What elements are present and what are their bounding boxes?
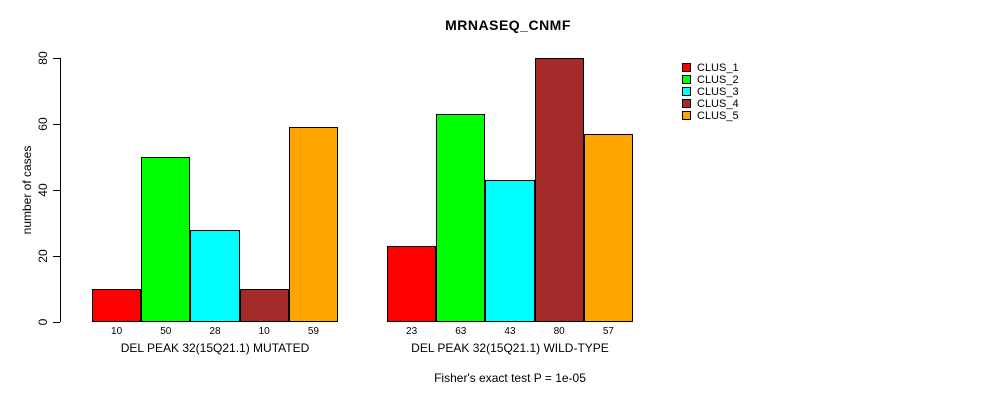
bar-value-label: 23 xyxy=(406,326,418,337)
bar-value-label: 59 xyxy=(307,326,319,337)
bar-value-label: 10 xyxy=(258,326,270,337)
legend-item-clus_3: CLUS_3 xyxy=(682,86,802,98)
bar-value-label: 10 xyxy=(111,326,123,337)
group-label-1: DEL PEAK 32(15Q21.1) MUTATED xyxy=(120,341,310,355)
bar-clus_3-group1 xyxy=(190,229,240,322)
bar-clus_2-group2 xyxy=(436,114,486,322)
bar-clus_3-group2 xyxy=(485,180,535,322)
bar-value-label: 43 xyxy=(504,326,516,337)
y-tick-label: 60 xyxy=(36,117,50,131)
bar-clus_4-group2 xyxy=(534,58,584,322)
y-tick-label: 0 xyxy=(36,318,50,326)
legend-swatch-icon xyxy=(682,99,691,108)
y-tick-label: 80 xyxy=(36,51,50,65)
y-axis-line xyxy=(60,58,61,322)
legend-swatch-icon xyxy=(682,63,691,72)
legend-label: CLUS_1 xyxy=(697,62,739,74)
legend-label: CLUS_5 xyxy=(697,110,739,122)
bar-clus_2-group1 xyxy=(141,157,191,322)
legend-label: CLUS_4 xyxy=(697,98,739,110)
bar-value-label: 57 xyxy=(602,326,614,337)
y-tick-mark xyxy=(53,58,60,59)
y-tick-mark xyxy=(53,322,60,323)
y-tick-mark xyxy=(53,124,60,125)
y-tick-label: 40 xyxy=(36,183,50,197)
y-tick-label: 20 xyxy=(36,249,50,263)
y-axis-title: number of cases xyxy=(20,145,34,235)
legend-label: CLUS_2 xyxy=(697,74,739,86)
bar-value-label: 80 xyxy=(553,326,565,337)
y-tick-mark xyxy=(53,256,60,257)
bar-clus_5-group1 xyxy=(288,127,338,322)
bar-value-label: 50 xyxy=(160,326,172,337)
bar-value-label: 28 xyxy=(209,326,221,337)
legend-item-clus_5: CLUS_5 xyxy=(682,110,802,122)
chart-title: MRNASEQ_CNMF xyxy=(445,17,571,33)
bar-clus_1-group1 xyxy=(92,289,142,322)
legend-item-clus_1: CLUS_1 xyxy=(682,62,802,74)
group-label-2: DEL PEAK 32(15Q21.1) WILD-TYPE xyxy=(411,341,609,355)
bar-clus_1-group2 xyxy=(387,246,437,322)
bar-clus_5-group2 xyxy=(583,133,633,322)
legend-label: CLUS_3 xyxy=(697,86,739,98)
caption-fishers-test: Fisher's exact test P = 1e-05 xyxy=(434,371,586,385)
legend-swatch-icon xyxy=(682,75,691,84)
legend-swatch-icon xyxy=(682,87,691,96)
legend-swatch-icon xyxy=(682,111,691,120)
legend-item-clus_4: CLUS_4 xyxy=(682,98,802,110)
bar-value-label: 63 xyxy=(455,326,467,337)
y-tick-mark xyxy=(53,190,60,191)
bar-clus_4-group1 xyxy=(239,289,289,322)
legend-item-clus_2: CLUS_2 xyxy=(682,74,802,86)
